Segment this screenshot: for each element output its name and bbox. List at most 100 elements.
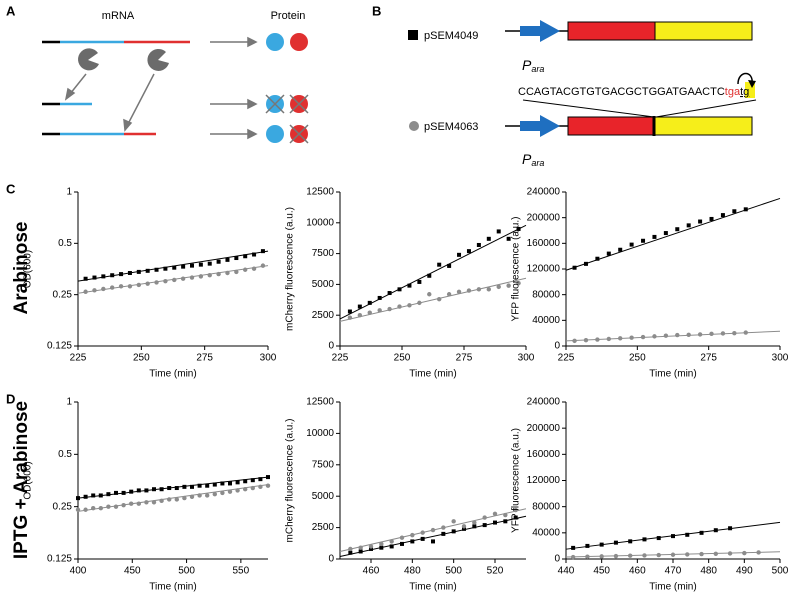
x-tick-label: 225 — [332, 353, 349, 364]
data-point — [656, 536, 661, 541]
gene-diagram — [505, 20, 757, 137]
data-point — [243, 254, 248, 259]
data-point — [172, 277, 177, 283]
data-point — [347, 309, 352, 314]
data-point — [163, 266, 168, 271]
data-point — [441, 525, 446, 530]
legend-marker — [409, 121, 419, 131]
data-point — [503, 512, 508, 518]
data-point — [641, 238, 646, 243]
data-point — [234, 269, 239, 275]
data-point — [265, 483, 271, 488]
legend-marker — [408, 30, 418, 40]
data-point — [570, 554, 576, 560]
y-tick-label: 2500 — [312, 310, 335, 321]
data-point — [496, 284, 501, 290]
data-point — [260, 249, 265, 254]
x-tick-label: 275 — [700, 353, 717, 364]
data-point — [367, 300, 372, 305]
data-point — [642, 537, 647, 542]
data-point — [207, 261, 212, 266]
data-point — [389, 539, 394, 544]
x-tick-label: 250 — [133, 353, 150, 364]
data-point — [437, 262, 442, 267]
x-tick-label: 520 — [487, 566, 504, 577]
y-tick-label: 200000 — [527, 212, 561, 223]
y-tick-label: 160000 — [527, 238, 561, 249]
promoter-label: Para — [522, 151, 544, 169]
data-point — [167, 497, 172, 502]
data-point — [181, 264, 186, 269]
start-codon: tg — [740, 86, 749, 98]
data-point — [369, 546, 373, 551]
y-tick-label: 5000 — [312, 279, 335, 290]
data-point — [397, 304, 402, 309]
data-point — [728, 526, 733, 531]
panel-label: C — [6, 181, 16, 196]
data-point — [420, 536, 425, 541]
x-tick-label: 460 — [629, 566, 646, 577]
data-point — [656, 552, 661, 558]
data-point — [743, 207, 748, 212]
data-point — [167, 486, 172, 491]
data-point — [182, 484, 187, 489]
data-point — [427, 292, 432, 297]
data-point — [663, 333, 669, 338]
data-point — [629, 242, 634, 247]
data-point — [154, 267, 159, 272]
data-point — [368, 544, 374, 549]
data-point — [420, 530, 425, 535]
data-point — [492, 511, 498, 516]
data-point — [397, 287, 402, 292]
data-point — [216, 259, 221, 264]
data-point — [457, 252, 462, 257]
x-tick-label: 460 — [363, 566, 380, 577]
data-point — [571, 545, 576, 550]
data-point — [114, 490, 118, 495]
y-tick-label: 12500 — [306, 397, 334, 408]
rnase — [78, 48, 169, 71]
data-point — [225, 270, 230, 276]
data-point — [713, 551, 718, 556]
data-point — [585, 554, 590, 559]
data-point — [675, 227, 680, 232]
data-point — [83, 276, 88, 281]
data-point — [699, 551, 704, 557]
data-point — [506, 236, 511, 241]
data-point — [91, 505, 96, 511]
data-point — [482, 523, 487, 528]
fit-line — [339, 515, 527, 557]
data-point — [743, 330, 748, 335]
y-axis-label: OD(600) — [23, 461, 34, 499]
y-tick-label: 0 — [554, 341, 560, 352]
data-point — [127, 284, 133, 289]
data-point — [732, 209, 737, 214]
stop-codon: tga — [725, 86, 741, 98]
x-tick-label: 500 — [445, 566, 462, 577]
data-point — [347, 315, 353, 320]
y-tick-label: 0.25 — [53, 289, 73, 300]
y-axis-label: YFP fluorescence (a.u.) — [511, 217, 522, 322]
y-axis-label: YFP fluorescence (a.u.) — [511, 428, 522, 533]
data-point — [583, 261, 588, 266]
data-point — [379, 541, 384, 547]
y-tick-label: 10000 — [306, 428, 334, 439]
data-point — [129, 501, 134, 506]
data-point — [260, 263, 266, 268]
data-point — [121, 502, 126, 508]
data-point — [652, 334, 657, 339]
data-point — [174, 486, 179, 491]
data-point — [243, 479, 248, 484]
data-point — [154, 280, 159, 285]
data-point — [675, 332, 680, 338]
data-point — [101, 274, 106, 279]
data-point — [250, 485, 255, 491]
mrna-diagram — [42, 40, 190, 136]
x-tick-label: 300 — [772, 353, 789, 364]
data-point — [197, 493, 202, 498]
data-point — [476, 287, 482, 292]
data-point — [461, 524, 467, 529]
panel-label: D — [6, 391, 15, 406]
data-point — [136, 282, 141, 288]
